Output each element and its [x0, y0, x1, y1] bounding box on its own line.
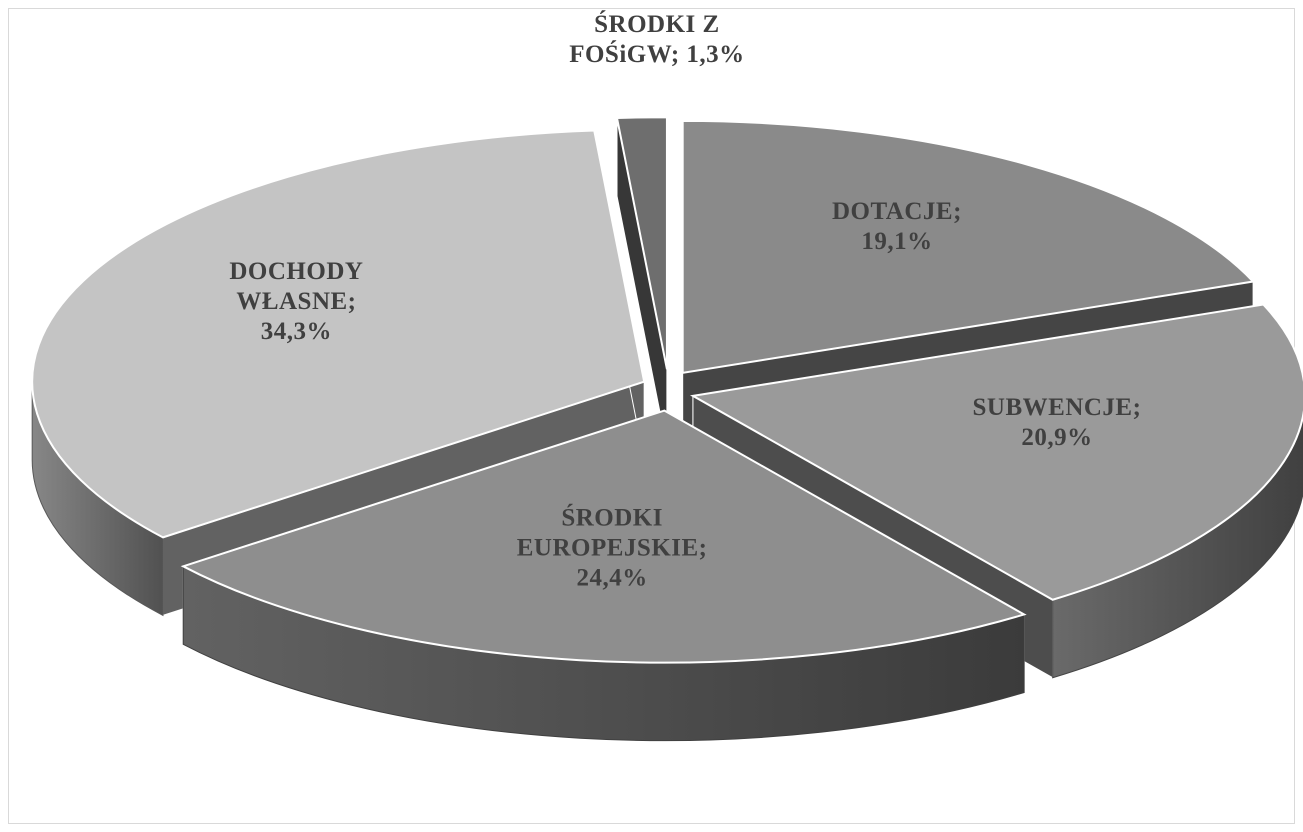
slice-labels: DOTACJE; 19,1% SUBWENCJE; 20,9% ŚRODKI EUROPE… [229, 10, 1141, 591]
slice-label-line-1-0: SUBWENCJE; [973, 394, 1142, 421]
slice-label-line-1-1: 20,9% [1021, 424, 1092, 451]
slice-label-line-0-0: DOTACJE; [832, 198, 962, 225]
slice-subwencje [689, 303, 1303, 601]
slice-label-line-0-1: 19,1% [861, 228, 932, 255]
slice-środki-europejskie [180, 409, 1027, 664]
slice-label-line-2-1: EUROPEJSKIE; [517, 534, 708, 561]
slice-środki-z-fośigw [615, 116, 668, 370]
slice-label-line-3-0: DOCHODY [229, 258, 363, 285]
slice-label-4: ŚRODKI Z FOŚiGW; 1,3% [569, 10, 744, 68]
slice-label-1: SUBWENCJE; 20,9% [973, 394, 1142, 451]
slice-label-3: DOCHODY WŁASNE; 34,3% [229, 258, 363, 345]
slice-label-line-2-0: ŚRODKI [561, 503, 663, 531]
slice-dotacje [681, 119, 1256, 375]
slice-label-0: DOTACJE; 19,1% [832, 198, 962, 255]
slice-label-line-3-2: 34,3% [261, 318, 332, 345]
slice-label-line-2-2: 24,4% [577, 564, 648, 591]
slice-tops [31, 116, 1303, 664]
slice-dochody-własne [31, 129, 646, 539]
slice-label-line-3-1: WŁASNE; [236, 288, 356, 315]
slice-label-line-4-0: ŚRODKI Z [594, 10, 720, 38]
slice-label-2: ŚRODKI EUROPEJSKIE; 24,4% [517, 503, 708, 591]
slice-label-line-4-1: FOŚiGW; 1,3% [569, 40, 744, 68]
